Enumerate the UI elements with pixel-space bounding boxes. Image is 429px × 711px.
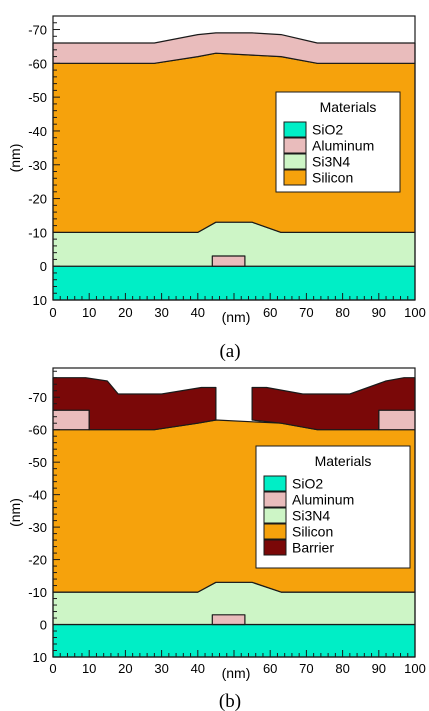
x-tick-label: 90 — [372, 305, 386, 320]
panel-b: -70-60-50-40-30-20-100100102030405060708… — [7, 367, 426, 711]
y-tick-label: -50 — [28, 90, 47, 105]
y-tick-label: 10 — [33, 293, 47, 308]
legend-swatch-si3n4 — [263, 507, 287, 524]
layer-aluminum-2 — [211, 255, 246, 267]
y-tick-label: -30 — [28, 520, 47, 535]
x-tick-label: 70 — [299, 305, 313, 320]
y-tick-label: -60 — [28, 56, 47, 71]
x-tick-label: 100 — [404, 305, 426, 320]
legend-swatch-si3n4 — [283, 153, 307, 170]
x-tick-label: 30 — [154, 661, 168, 676]
x-tick-label: 0 — [49, 305, 56, 320]
layer-aluminum-4 — [52, 409, 90, 431]
legend-label-silicon: Silicon — [312, 170, 353, 186]
y-axis-label: (nm) — [7, 144, 23, 173]
y-tick-label: 0 — [40, 259, 47, 274]
x-tick-label: 80 — [335, 661, 349, 676]
x-tick-label: 10 — [82, 661, 96, 676]
y-tick-label: -50 — [28, 455, 47, 470]
legend-swatch-aluminum — [263, 491, 287, 508]
legend-title: Materials — [320, 99, 377, 115]
y-tick-label: -20 — [28, 553, 47, 568]
y-tick-label: -70 — [28, 390, 47, 405]
y-tick-label: -70 — [28, 23, 47, 38]
legend-swatch-silicon — [263, 523, 287, 540]
y-tick-label: -30 — [28, 158, 47, 173]
x-tick-label: 40 — [191, 661, 205, 676]
panel-a: -70-60-50-40-30-20-100100102030405060708… — [7, 15, 426, 362]
legend-swatch-aluminum — [283, 137, 307, 154]
x-axis-label-bg — [216, 308, 256, 326]
y-tick-label: -20 — [28, 192, 47, 207]
layer-aluminum-5 — [378, 409, 416, 431]
y-tick-label: 0 — [40, 618, 47, 633]
y-tick-label: 10 — [33, 650, 47, 665]
x-tick-label: 0 — [49, 661, 56, 676]
x-tick-label: 90 — [372, 661, 386, 676]
x-tick-label: 20 — [118, 305, 132, 320]
y-tick-label: -40 — [28, 124, 47, 139]
x-axis-label-bg — [216, 664, 256, 682]
x-tick-label: 70 — [299, 661, 313, 676]
legend-label-barrier: Barrier — [292, 540, 334, 556]
legend-title: Materials — [315, 453, 372, 469]
y-tick-label: -10 — [28, 225, 47, 240]
legend-swatch-sio2 — [283, 121, 307, 138]
panel-caption: (b) — [219, 691, 241, 711]
layer-barrier-7 — [251, 377, 416, 431]
legend-label-silicon: Silicon — [292, 524, 333, 540]
legend-label-si3n4: Si3N4 — [312, 154, 350, 170]
legend-swatch-barrier — [263, 539, 287, 556]
x-tick-label: 80 — [335, 305, 349, 320]
x-tick-label: 60 — [263, 661, 277, 676]
layer-aluminum-4 — [52, 32, 416, 64]
x-tick-label: 10 — [82, 305, 96, 320]
layer-aluminum-2 — [211, 614, 246, 626]
y-tick-label: -10 — [28, 585, 47, 600]
legend-label-aluminum: Aluminum — [292, 492, 354, 508]
legend-label-sio2: SiO2 — [292, 476, 323, 492]
x-axis-label: (nm) — [222, 665, 251, 681]
legend-swatch-silicon — [283, 169, 307, 186]
y-tick-label: -40 — [28, 488, 47, 503]
x-axis-label: (nm) — [222, 309, 251, 325]
y-tick-label: -60 — [28, 423, 47, 438]
legend-label-aluminum: Aluminum — [312, 138, 374, 154]
legend-label-sio2: SiO2 — [312, 122, 343, 138]
x-tick-label: 60 — [263, 305, 277, 320]
x-tick-label: 100 — [404, 661, 426, 676]
legend-swatch-sio2 — [263, 475, 287, 492]
y-axis-label: (nm) — [7, 498, 23, 527]
panel-caption: (a) — [219, 341, 240, 362]
legend-label-si3n4: Si3N4 — [292, 508, 330, 524]
x-tick-label: 40 — [191, 305, 205, 320]
x-tick-label: 30 — [154, 305, 168, 320]
x-tick-label: 20 — [118, 661, 132, 676]
